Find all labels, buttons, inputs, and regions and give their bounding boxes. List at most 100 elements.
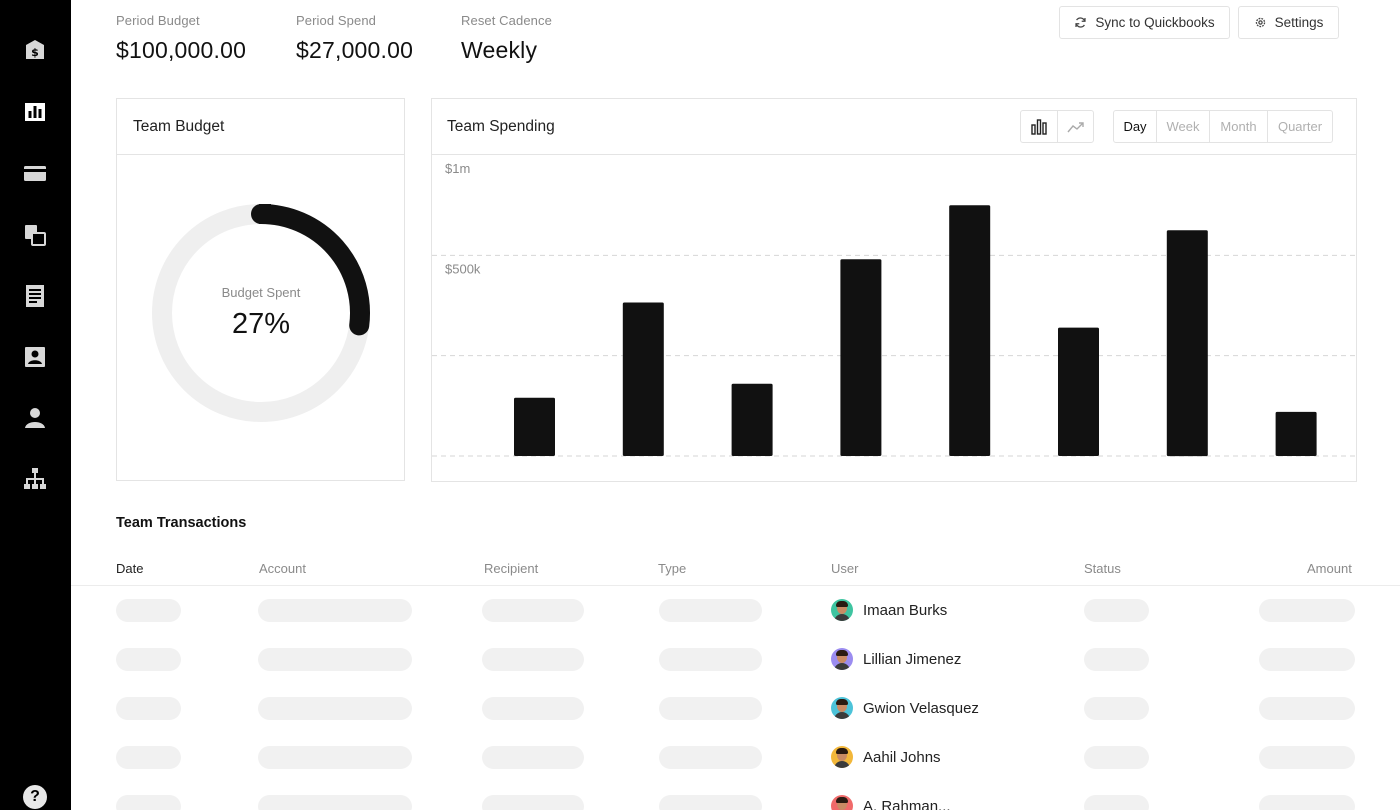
gear-icon <box>1255 17 1265 28</box>
user-name: A. Rahman... <box>863 797 951 810</box>
account-placeholder <box>258 599 412 622</box>
type-placeholder <box>659 746 762 769</box>
tab-quarter[interactable]: Quarter <box>1267 111 1332 142</box>
user-cell[interactable]: Gwion Velasquez <box>831 695 979 721</box>
svg-text:$: $ <box>31 46 39 59</box>
team-spending-panel: Team Spending Day Week Month Quarter $50… <box>431 98 1357 482</box>
col-header-type[interactable]: Type <box>658 561 687 576</box>
col-header-amount[interactable]: Amount <box>1307 561 1352 576</box>
sidebar: $ ? <box>0 0 71 810</box>
help-button[interactable]: ? <box>23 785 47 809</box>
col-header-recipient[interactable]: Recipient <box>484 561 539 576</box>
tab-month[interactable]: Month <box>1209 111 1267 142</box>
date-placeholder <box>116 795 181 810</box>
stat-reset-cadence: Reset Cadence Weekly <box>461 13 552 64</box>
user-name: Lillian Jimenez <box>863 650 962 668</box>
avatar <box>831 795 853 810</box>
col-header-date[interactable]: Date <box>116 561 144 576</box>
recipient-placeholder <box>482 746 584 769</box>
settings-button[interactable]: Settings <box>1238 6 1339 39</box>
transactions-title: Team Transactions <box>116 515 247 531</box>
avatar <box>831 697 853 719</box>
transfers-icon[interactable] <box>22 222 48 248</box>
table-row[interactable]: Lillian Jimenez <box>0 646 1400 695</box>
col-header-user[interactable]: User <box>831 561 859 576</box>
table-row[interactable]: Gwion Velasquez <box>0 695 1400 744</box>
bar <box>622 302 664 456</box>
bar <box>731 383 773 456</box>
table-divider <box>71 585 1400 586</box>
date-placeholder <box>116 599 181 622</box>
panel-title: Team Budget <box>117 99 404 155</box>
date-placeholder <box>116 746 181 769</box>
chart-type-toggle <box>1020 110 1094 143</box>
bar <box>840 259 882 456</box>
amount-placeholder <box>1259 746 1355 769</box>
amount-placeholder <box>1259 648 1355 671</box>
account-placeholder <box>258 795 412 810</box>
type-placeholder <box>659 648 762 671</box>
type-placeholder <box>659 795 762 810</box>
settings-label: Settings <box>1274 15 1324 30</box>
account-placeholder <box>258 746 412 769</box>
y-tick-label: $500k <box>445 261 481 276</box>
user-name: Aahil Johns <box>863 748 941 766</box>
user-name: Imaan Burks <box>863 601 948 619</box>
line-chart-icon[interactable] <box>1057 111 1093 142</box>
user-cell[interactable]: A. Rahman... <box>831 793 951 810</box>
stat-label: Reset Cadence <box>461 13 552 28</box>
table-row[interactable]: A. Rahman... <box>0 793 1400 810</box>
donut-arc-start <box>259 204 271 224</box>
invoices-icon[interactable] <box>22 283 48 309</box>
status-placeholder <box>1084 599 1149 622</box>
col-header-account[interactable]: Account <box>259 561 306 576</box>
period-tabs: Day Week Month Quarter <box>1113 110 1333 143</box>
recipient-placeholder <box>482 697 584 720</box>
team-budget-panel: Team Budget Budget Spent 27% <box>116 98 405 481</box>
status-placeholder <box>1084 648 1149 671</box>
col-header-status[interactable]: Status <box>1084 561 1121 576</box>
amount-placeholder <box>1259 795 1355 810</box>
donut-arc <box>251 204 370 336</box>
sync-icon <box>1075 17 1086 28</box>
stat-label: Period Spend <box>296 13 376 28</box>
status-placeholder <box>1084 697 1149 720</box>
bar <box>1166 230 1208 457</box>
tab-day[interactable]: Day <box>1123 119 1147 134</box>
recipient-placeholder <box>482 795 584 810</box>
donut-value: 27% <box>231 308 291 340</box>
contacts-icon[interactable] <box>22 344 48 370</box>
user-cell[interactable]: Imaan Burks <box>831 597 947 623</box>
stat-value: Weekly <box>461 37 538 63</box>
card-icon[interactable] <box>22 160 48 186</box>
stat-value: $100,000.00 <box>116 37 247 63</box>
user-name: Gwion Velasquez <box>863 699 979 717</box>
tab-week[interactable]: Week <box>1156 111 1209 142</box>
status-placeholder <box>1084 746 1149 769</box>
date-placeholder <box>116 697 181 720</box>
panel-title: Team Spending <box>432 99 1356 155</box>
bar <box>1275 411 1317 456</box>
sync-label: Sync to Quickbooks <box>1095 15 1215 30</box>
stat-value: $27,000.00 <box>296 37 414 63</box>
status-placeholder <box>1084 795 1149 810</box>
sync-quickbooks-button[interactable]: Sync to Quickbooks <box>1059 6 1230 39</box>
user-icon[interactable] <box>22 405 48 431</box>
bar-chart-icon[interactable] <box>1021 111 1057 142</box>
type-placeholder <box>659 697 762 720</box>
user-cell[interactable]: Aahil Johns <box>831 744 941 770</box>
org-chart-icon[interactable] <box>22 466 48 492</box>
amount-placeholder <box>1259 697 1355 720</box>
table-row[interactable]: Imaan Burks <box>0 597 1400 646</box>
stat-period-spend: Period Spend $27,000.00 <box>296 13 413 64</box>
avatar <box>831 648 853 670</box>
table-row[interactable]: Aahil Johns <box>0 744 1400 793</box>
type-placeholder <box>659 599 762 622</box>
account-placeholder <box>258 648 412 671</box>
analytics-icon[interactable] <box>22 99 48 125</box>
budget-donut: Budget Spent 27% <box>151 203 371 423</box>
recipient-placeholder <box>482 648 584 671</box>
budget-icon[interactable]: $ <box>22 37 48 63</box>
user-cell[interactable]: Lillian Jimenez <box>831 646 961 672</box>
avatar <box>831 599 853 621</box>
